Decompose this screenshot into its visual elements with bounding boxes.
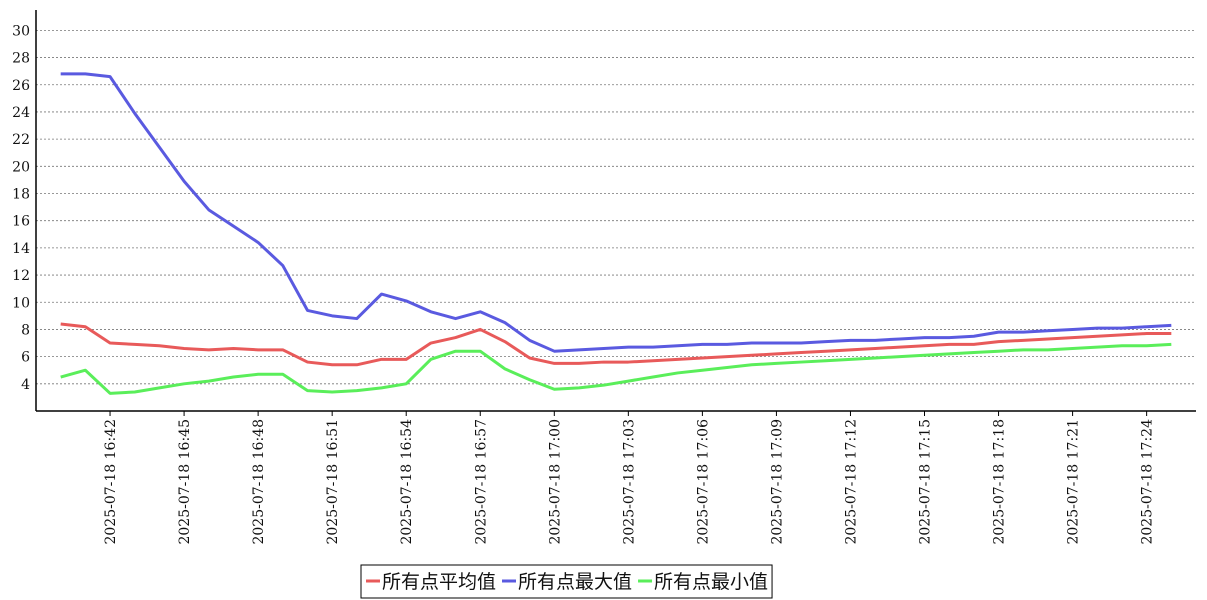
legend-box: [360, 564, 773, 599]
x-tick-label: 2025-07-18 17:00: [547, 419, 563, 545]
y-tick-label: 30: [12, 23, 30, 39]
x-tick-label: 2025-07-18 17:15: [918, 419, 934, 545]
x-tick-label: 2025-07-18 17:21: [1066, 419, 1082, 545]
y-tick-label: 12: [12, 268, 30, 284]
x-tick-label: 2025-07-18 17:24: [1140, 419, 1156, 545]
x-tick-label: 2025-07-18 17:18: [992, 419, 1008, 545]
legend: 所有点平均值 所有点最大值 所有点最小值: [360, 564, 773, 599]
x-tick-label: 2025-07-18 17:03: [621, 419, 637, 545]
y-tick-label: 14: [12, 241, 30, 257]
x-tick-label: 2025-07-18 17:12: [843, 419, 859, 545]
x-tick-label: 2025-07-18 17:06: [695, 419, 711, 545]
series-line: [60, 342, 1172, 395]
y-tick-label: 8: [21, 322, 30, 338]
y-tick-label: 10: [12, 295, 30, 311]
x-tick-label: 2025-07-18 17:09: [769, 419, 785, 545]
y-tick-label: 20: [12, 159, 30, 175]
y-tick-label: 22: [12, 132, 30, 148]
y-tick-label: 18: [12, 187, 30, 203]
y-tick-label: 26: [12, 78, 30, 94]
x-tick-label: 2025-07-18 16:54: [399, 419, 415, 545]
x-tick-label: 2025-07-18 16:51: [325, 419, 341, 545]
x-tick-label: 2025-07-18 16:42: [103, 419, 119, 545]
y-tick-label: 28: [12, 51, 30, 67]
legend-label: 所有点最小值: [654, 571, 768, 593]
x-tick-label: 2025-07-18 16:48: [251, 419, 267, 545]
x-tick-label: 2025-07-18 16:45: [177, 419, 193, 545]
legend-label: 所有点最大值: [518, 571, 632, 593]
y-tick-label: 16: [12, 214, 30, 230]
series-line: [60, 72, 1172, 353]
y-tick-label: 4: [21, 377, 30, 393]
y-tick-label: 24: [12, 105, 30, 121]
x-tick-label: 2025-07-18 16:57: [473, 419, 489, 545]
y-tick-label: 6: [21, 350, 30, 366]
legend-label: 所有点平均值: [382, 571, 496, 593]
series-line: [60, 322, 1172, 367]
